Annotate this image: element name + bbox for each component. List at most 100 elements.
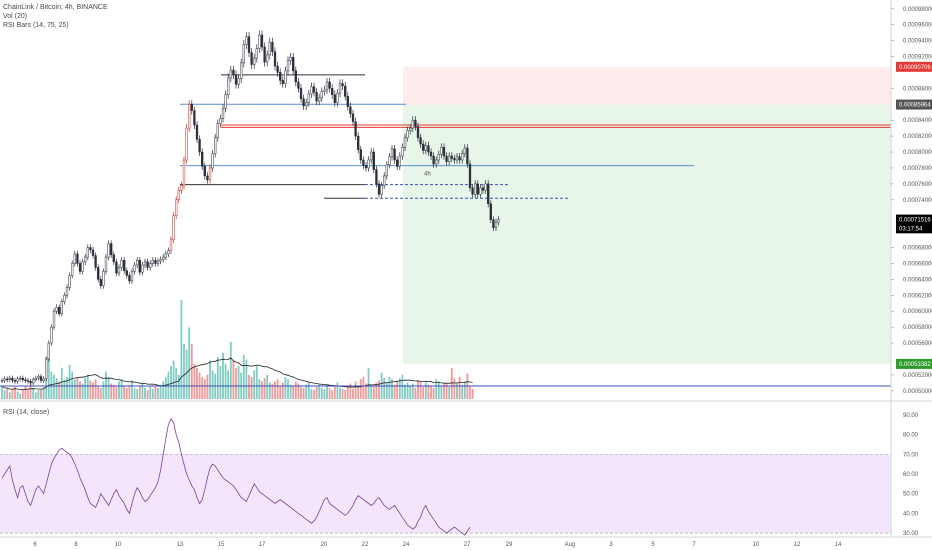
volume-bar	[456, 382, 458, 399]
candle-body	[133, 264, 136, 272]
candle-body	[39, 376, 43, 381]
candle-body	[263, 46, 266, 63]
candle-body	[258, 34, 261, 49]
price-tick-label: 0.00058000	[903, 325, 932, 331]
candle-body	[466, 147, 469, 165]
volume-bar	[229, 341, 232, 399]
volume-bar	[388, 377, 391, 399]
candle-body	[416, 126, 420, 138]
price-tick-label: 0.00050000	[903, 389, 932, 395]
candle-body	[468, 163, 472, 189]
candle-body	[390, 148, 394, 158]
volume-bar	[128, 384, 131, 399]
candle-body	[422, 143, 425, 151]
candle-body	[357, 135, 360, 150]
volume-bar	[157, 388, 159, 399]
volume-bar	[419, 381, 422, 399]
volume-bar	[47, 352, 50, 399]
volume-bar	[248, 374, 250, 399]
candle-body	[76, 253, 79, 264]
volume-bar	[320, 388, 323, 399]
candle-body	[429, 151, 433, 157]
price-tick-label: 0.00056000	[903, 341, 932, 347]
candle-body	[84, 256, 87, 263]
time-tick-label: 10	[115, 542, 122, 548]
time-tick-label: 8	[74, 542, 78, 548]
volume-bar	[424, 382, 427, 399]
volume-bar	[102, 381, 105, 399]
time-axis[interactable]: 6 8 10 13 15 17 20 22 24 27 29 Aug 3 5 7 10 12 14	[33, 542, 842, 548]
candle-body	[188, 104, 191, 129]
volume-bar	[190, 344, 193, 399]
volume-bar	[463, 381, 466, 399]
volume-bar	[302, 388, 305, 399]
volume-bar	[123, 385, 126, 399]
candle-body	[479, 187, 482, 195]
candle-body	[149, 263, 152, 268]
volume-bar	[284, 377, 287, 399]
candle-body	[185, 127, 188, 161]
candle-body	[198, 139, 201, 153]
candle-body	[13, 380, 17, 382]
volume-bar	[227, 370, 230, 399]
trade-zones	[403, 66, 891, 364]
volume-bar	[14, 386, 16, 399]
volume-bar	[406, 382, 409, 399]
candle-body	[380, 185, 383, 195]
price-axis[interactable]: 0.00098000 0.00096000 0.00094000 0.00092000…	[891, 7, 932, 537]
volume-bar	[359, 379, 362, 399]
candle-body	[224, 94, 227, 109]
volume-bar	[29, 382, 32, 399]
volume-bar	[81, 383, 84, 399]
candle-body	[8, 377, 11, 380]
volume-bar	[279, 385, 282, 399]
candle-body	[497, 219, 500, 223]
volume-bar	[378, 380, 380, 399]
volume-bar	[391, 379, 393, 399]
volume-bar	[266, 374, 269, 399]
volume-bar	[440, 385, 443, 399]
volume-bar	[42, 386, 45, 399]
volume-bar	[289, 384, 292, 399]
candle-body	[151, 260, 154, 264]
price-tag	[896, 223, 932, 234]
volume-bar	[349, 383, 352, 399]
volume-bar	[437, 381, 440, 399]
candle-body	[52, 310, 56, 328]
price-tag-label: 0.00090706	[899, 65, 931, 71]
candle-body	[385, 164, 388, 177]
volume-bar	[84, 378, 87, 399]
candle-body	[266, 54, 269, 63]
candle-body	[86, 247, 89, 258]
candle-body	[136, 260, 139, 266]
volume-bar	[385, 382, 388, 399]
volume-bar	[341, 389, 344, 399]
candle-body	[107, 243, 110, 258]
candle-body	[362, 159, 365, 166]
candle-body	[91, 249, 95, 256]
volume-bar	[258, 379, 261, 399]
candle-body	[250, 52, 253, 65]
horizontal-levels	[180, 74, 891, 199]
volume-bar	[318, 384, 321, 399]
candle-body	[255, 48, 258, 59]
volume-bar	[443, 383, 445, 399]
volume-bar	[310, 389, 313, 399]
rsi-pane	[0, 417, 891, 536]
volume-bar	[211, 370, 214, 399]
rsi-tick-label: 60.00	[903, 472, 919, 478]
candle-body	[310, 86, 313, 95]
volume-bar	[354, 381, 357, 399]
candle-body	[294, 70, 297, 83]
candle-body	[78, 263, 82, 272]
volume-bar	[458, 377, 461, 399]
candle-body	[276, 65, 279, 73]
volume-bar	[71, 371, 74, 399]
volume-bar	[136, 389, 139, 399]
rsi-tick-label: 90.00	[903, 413, 919, 419]
candle-body	[104, 256, 108, 272]
candle-body	[367, 159, 370, 169]
candle-body	[320, 91, 323, 99]
volume-bar	[125, 388, 128, 399]
